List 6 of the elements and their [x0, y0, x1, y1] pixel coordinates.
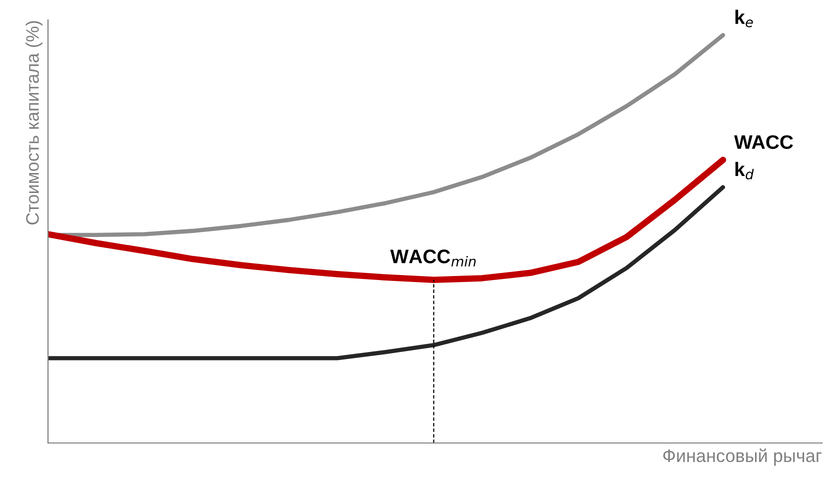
annotation: WACC$_{min}$: [390, 250, 476, 266]
x-axis-title: Финансовый рычаг: [663, 448, 822, 466]
series-label: k$_{e}$: [735, 10, 753, 28]
series-label: WACC: [734, 135, 793, 149]
y-axis-title: Стоимость капитала (%): [26, 21, 42, 224]
series-label: k$_{d}$: [735, 162, 754, 180]
